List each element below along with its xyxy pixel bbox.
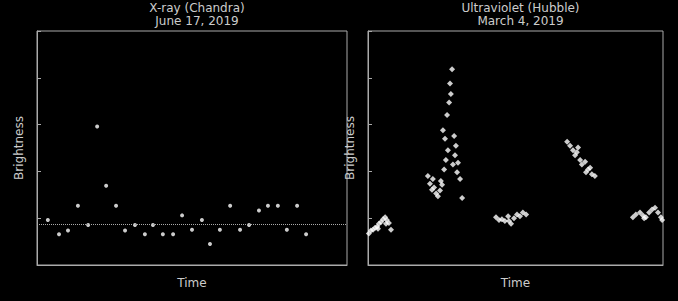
svg-text:March 4, 2019: March 4, 2019	[477, 14, 563, 28]
svg-text:Brightness: Brightness	[343, 116, 357, 180]
svg-text:Time: Time	[176, 276, 206, 290]
svg-text:Time: Time	[500, 276, 530, 290]
svg-text:Brightness: Brightness	[12, 116, 26, 180]
svg-text:X-ray (Chandra): X-ray (Chandra)	[149, 1, 244, 15]
svg-text:Ultraviolet (Hubble): Ultraviolet (Hubble)	[461, 1, 579, 15]
svg-text:June 17, 2019: June 17, 2019	[154, 14, 238, 28]
